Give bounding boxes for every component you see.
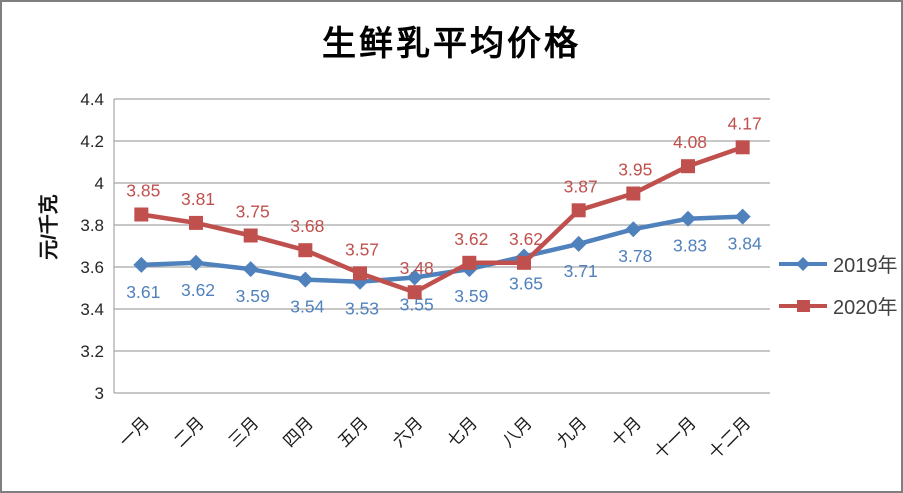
- data-point-marker-square-icon: [517, 255, 531, 270]
- data-label: 4.08: [673, 132, 707, 152]
- data-point-marker-square-icon: [462, 255, 477, 270]
- data-label: 3.53: [345, 299, 379, 319]
- y-tick-label: 3.8: [80, 216, 104, 235]
- x-tick-label: 十月: [608, 413, 645, 450]
- data-point-marker-square-icon: [571, 203, 586, 218]
- data-label: 3.62: [454, 229, 488, 249]
- y-tick-label: 3.2: [80, 342, 104, 361]
- data-label: 3.57: [345, 239, 379, 259]
- data-label: 3.62: [181, 280, 215, 300]
- y-tick-label: 4: [95, 174, 104, 193]
- data-point-marker-diamond-icon: [680, 210, 696, 227]
- data-label: 3.54: [290, 297, 324, 317]
- data-point-marker-square-icon: [298, 243, 313, 258]
- data-point-marker-diamond-icon: [625, 221, 642, 238]
- legend-square-marker-icon: [797, 299, 810, 312]
- data-point-marker-square-icon: [407, 285, 422, 300]
- x-tick-label: 八月: [498, 413, 535, 450]
- x-tick-label: 三月: [225, 413, 262, 450]
- data-label: 3.68: [290, 216, 324, 236]
- series-line-2020年: [139, 145, 745, 295]
- x-tick-label: 九月: [553, 413, 590, 450]
- data-label: 3.81: [181, 189, 215, 209]
- legend-item-2020: 2020年: [778, 291, 898, 320]
- x-tick-label: 五月: [334, 413, 371, 450]
- legend-line-square-icon: [779, 299, 827, 312]
- data-point-marker-diamond-icon: [133, 256, 150, 273]
- data-label: 3.59: [454, 286, 488, 306]
- data-label: 3.75: [236, 202, 270, 222]
- data-label: 3.84: [728, 234, 762, 254]
- legend-line-diamond-icon: [779, 256, 827, 271]
- data-point-marker-square-icon: [735, 140, 750, 155]
- data-point-marker-diamond-icon: [570, 235, 587, 252]
- data-label: 3.95: [618, 160, 652, 180]
- y-tick-label: 4.2: [80, 132, 104, 151]
- x-tick-label: 一月: [116, 413, 153, 450]
- series-line-2019年: [139, 214, 745, 284]
- data-point-marker-diamond-icon: [297, 271, 314, 288]
- x-tick-label: 十一月: [650, 413, 699, 462]
- data-label: 3.65: [509, 274, 543, 294]
- data-label: 3.55: [400, 295, 434, 315]
- data-point-marker-square-icon: [681, 159, 695, 174]
- x-tick-label: 二月: [170, 413, 207, 450]
- data-point-marker-diamond-icon: [188, 254, 204, 271]
- x-tick-label: 四月: [280, 413, 317, 450]
- data-point-marker-square-icon: [243, 228, 258, 243]
- x-tick-label: 十二月: [705, 413, 754, 462]
- data-point-marker-square-icon: [189, 215, 203, 230]
- data-point-marker-diamond-icon: [406, 269, 423, 286]
- y-tick-label: 3.6: [80, 258, 104, 277]
- legend-label-2020: 2020年: [833, 297, 898, 319]
- data-label: 4.17: [728, 113, 762, 133]
- data-label: 3.87: [564, 176, 598, 196]
- y-tick-label: 4.4: [80, 90, 104, 109]
- data-label: 3.62: [509, 229, 543, 249]
- y-tick-label: 3.4: [80, 300, 104, 319]
- data-label: 3.83: [673, 236, 707, 256]
- data-label: 3.85: [126, 181, 160, 201]
- data-point-marker-square-icon: [353, 266, 367, 281]
- legend: 2019年 2020年: [778, 249, 898, 320]
- data-label: 3.59: [236, 286, 270, 306]
- legend-item-2019: 2019年: [778, 249, 898, 278]
- data-label: 3.78: [618, 246, 652, 266]
- data-point-marker-diamond-icon: [734, 208, 751, 225]
- data-point-marker-square-icon: [134, 207, 149, 222]
- x-tick-label: 七月: [444, 413, 481, 450]
- data-label: 3.61: [126, 282, 160, 302]
- y-tick-label: 3: [95, 384, 104, 403]
- data-point-marker-diamond-icon: [242, 261, 259, 278]
- legend-diamond-marker-icon: [796, 256, 810, 271]
- data-label: 3.48: [400, 258, 434, 278]
- legend-label-2019: 2019年: [833, 255, 898, 277]
- x-tick-label: 六月: [389, 413, 426, 450]
- chart-title: 生鲜乳平均价格: [322, 26, 581, 63]
- data-point-marker-square-icon: [626, 186, 641, 201]
- data-label: 3.71: [564, 261, 598, 281]
